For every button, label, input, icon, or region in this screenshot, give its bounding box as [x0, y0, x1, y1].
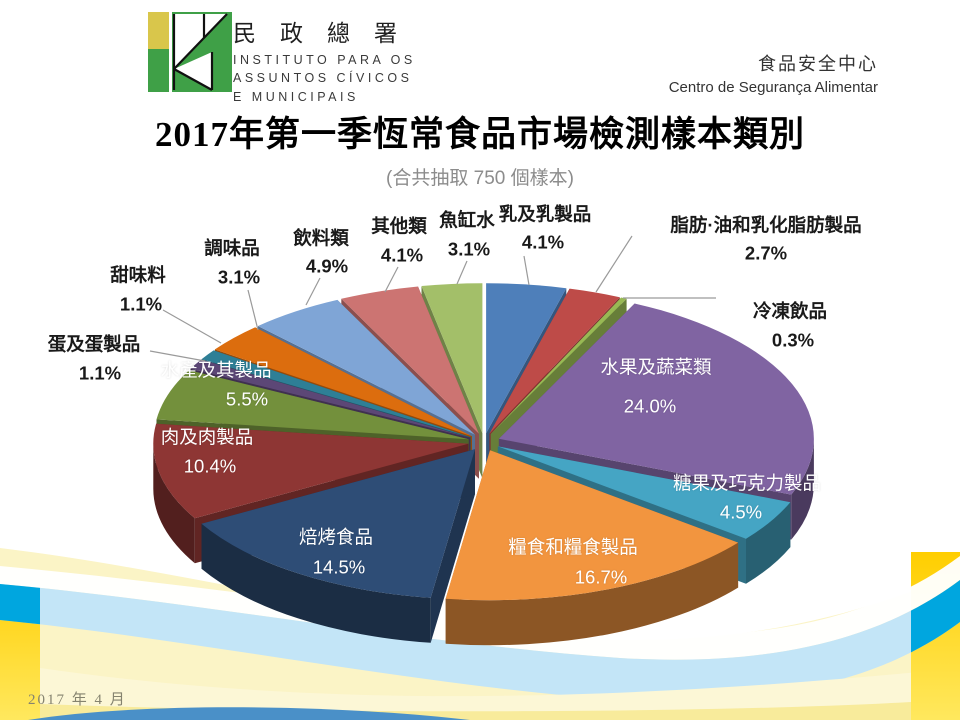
pie-slice-7 — [153, 423, 469, 519]
org-name-line3: E MUNICIPAIS — [233, 89, 359, 104]
pie-label-name-14: 魚缸水 — [439, 209, 495, 231]
header: 民政總署 INSTITUTO PARA OS ASSUNTOS CÍVICOS … — [0, 0, 960, 104]
pie-slice-2 — [490, 297, 627, 434]
leader-line-1 — [595, 235, 633, 293]
pie-label-name-7: 肉及肉製品 — [160, 426, 254, 448]
org-name-zh: 民政總署 — [233, 20, 421, 46]
leader-line-10 — [162, 309, 222, 344]
pie-label-name-5: 糧食和糧食製品 — [508, 536, 638, 558]
sample-count-subtitle: (合共抽取 750 個樣本) — [386, 168, 574, 189]
pie-slice-12 — [258, 299, 475, 435]
pie-label-value-9: 1.1% — [78, 362, 122, 384]
pie-label-name-3: 水果及蔬菜類 — [600, 356, 712, 378]
pie-label-value-8: 5.5% — [225, 388, 269, 410]
leader-line-9 — [149, 350, 206, 362]
pie-label-value-12: 4.9% — [305, 255, 349, 277]
pie-label-name-4: 糖果及巧克力製品 — [672, 472, 822, 494]
dept-block: 食品安全中心 Centro de Segurança Alimentar — [669, 50, 878, 96]
pie-label-value-0: 4.1% — [521, 231, 565, 253]
pie-slice-9 — [190, 359, 471, 438]
pie-slice-13 — [341, 286, 479, 434]
pie-slice-11 — [214, 327, 472, 437]
pie-slice-1 — [489, 288, 620, 434]
pie-label-name-8: 水產及其製品 — [160, 359, 272, 381]
page-title: 2017年第一季恆常食品市場檢測樣本類別 — [154, 115, 805, 154]
pie-label-name-0: 乳及乳製品 — [498, 203, 592, 225]
pie-label-value-1: 2.7% — [744, 242, 788, 264]
pie-slice-8 — [156, 370, 469, 440]
pie-label-name-6: 焙烤食品 — [298, 526, 374, 548]
pie-label-value-4: 4.5% — [719, 501, 763, 523]
leader-line-12 — [305, 277, 321, 306]
leader-line-0 — [523, 255, 530, 286]
pie-label-value-3: 24.0% — [623, 395, 677, 417]
footer-date: 2017 年 4 月 — [28, 692, 127, 708]
pie-label-name-9: 蛋及蛋製品 — [47, 333, 141, 355]
leader-line-14 — [456, 260, 468, 285]
pie-label-value-2: 0.3% — [771, 329, 815, 351]
pie-slice-6 — [201, 449, 475, 598]
pie-slice-14 — [421, 283, 483, 434]
dept-name-pt: Centro de Segurança Alimentar — [668, 79, 878, 96]
pie-label-name-12: 飲料類 — [293, 227, 349, 249]
pie-slice-3 — [498, 303, 814, 495]
org-name-line2: ASSUNTOS CÍVICOS — [233, 71, 413, 85]
pie-label-value-13: 4.1% — [380, 244, 424, 266]
pie-label-name-10: 甜味料 — [110, 264, 166, 286]
pie-label-value-5: 16.7% — [574, 566, 628, 588]
pie-slice-4 — [497, 446, 791, 539]
pie-label-value-7: 10.4% — [183, 455, 237, 477]
pie-slice-5 — [445, 450, 739, 601]
pie-label-name-2: 冷凍飲品 — [752, 300, 828, 322]
pie-label-value-6: 14.5% — [312, 556, 366, 578]
leader-line-11 — [247, 289, 259, 331]
pie-label-name-13: 其他類 — [371, 215, 427, 237]
pie-label-value-10: 1.1% — [119, 293, 163, 315]
pie-slice-10 — [201, 350, 471, 438]
org-name-block: 民政總署 INSTITUTO PARA OS ASSUNTOS CÍVICOS … — [233, 14, 493, 104]
leader-line-13 — [384, 266, 399, 293]
dept-name-zh: 食品安全中心 — [758, 54, 878, 74]
pie-label-value-14: 3.1% — [447, 238, 491, 260]
pie-label-name-11: 調味品 — [204, 237, 260, 259]
iacm-logo-icon — [148, 12, 232, 92]
org-name-line1: INSTITUTO PARA OS — [233, 52, 416, 67]
pie-label-name-1: 脂肪·油和乳化脂肪製品 — [670, 214, 862, 236]
pie-label-value-11: 3.1% — [217, 266, 261, 288]
pie-slice-0 — [486, 283, 567, 434]
